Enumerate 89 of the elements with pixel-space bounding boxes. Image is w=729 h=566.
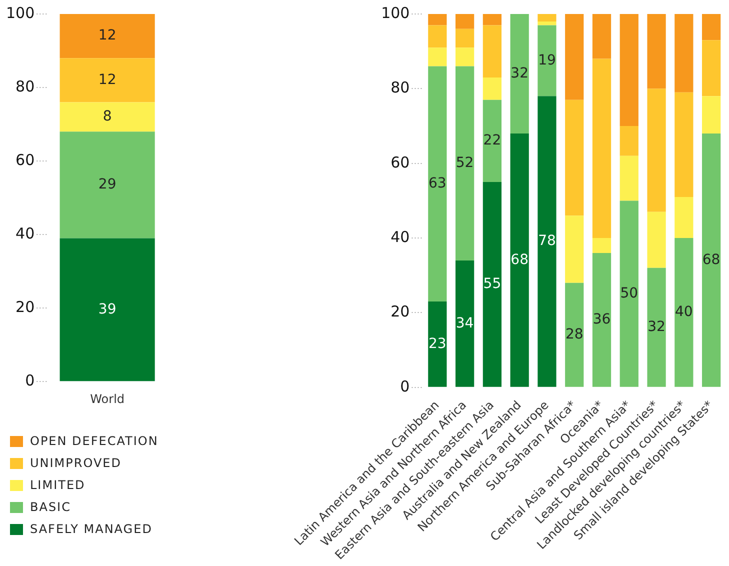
- bar: [647, 14, 666, 89]
- bar: [482, 182, 502, 387]
- bar: [565, 100, 584, 216]
- data-label: 55: [483, 276, 502, 292]
- bar: [702, 133, 721, 387]
- legend-label: SAFELY MANAGED: [30, 522, 152, 536]
- data-label: 12: [98, 72, 116, 88]
- data-label: 32: [648, 319, 666, 336]
- data-label: 52: [456, 155, 474, 172]
- bar: [60, 102, 155, 132]
- bar: [565, 14, 584, 100]
- bar: [592, 252, 612, 387]
- bar: [620, 200, 638, 387]
- y-tick-label: 0: [400, 377, 410, 396]
- y-tick-label: 60: [390, 153, 410, 172]
- bar: [702, 96, 721, 134]
- bar: [592, 58, 612, 238]
- bar: [455, 260, 474, 387]
- y-tick-label: 100: [381, 4, 410, 22]
- bar: [455, 28, 474, 48]
- bar: [702, 14, 721, 40]
- y-tick-label: 40: [16, 224, 35, 242]
- y-tick-label: 80: [16, 77, 35, 96]
- bar: [565, 216, 584, 283]
- bar: [455, 14, 474, 29]
- bar: [482, 14, 502, 26]
- data-label: 68: [510, 252, 528, 268]
- y-tick-label: 0: [25, 371, 35, 390]
- data-label: 39: [98, 301, 116, 318]
- data-label: 36: [592, 312, 611, 328]
- bar: [674, 238, 694, 387]
- bar: [428, 66, 447, 302]
- data-label: 28: [565, 326, 584, 343]
- bar: [674, 196, 694, 238]
- bar: [538, 21, 556, 26]
- y-tick-label: 60: [16, 150, 35, 169]
- legend-label: OPEN DEFECATION: [30, 434, 158, 448]
- data-label: 34: [456, 315, 474, 332]
- y-tick-label: 20: [390, 302, 410, 321]
- data-label: 8: [102, 108, 112, 125]
- data-label: 68: [702, 252, 720, 268]
- bar: [482, 100, 502, 182]
- data-label: 50: [620, 285, 638, 302]
- bar: [647, 268, 666, 387]
- bar: [538, 96, 556, 387]
- data-label: 12: [98, 28, 116, 44]
- bar: [510, 14, 529, 134]
- data-label: 19: [538, 52, 556, 68]
- data-label: 29: [98, 176, 116, 193]
- bar: [482, 77, 502, 100]
- bar: [60, 238, 155, 382]
- legend-label: UNIMPROVED: [30, 456, 122, 470]
- legend-label: BASIC: [30, 500, 71, 514]
- bar: [647, 212, 666, 268]
- bar: [428, 48, 447, 66]
- x-tick-label: World: [90, 392, 125, 406]
- bar: [455, 66, 474, 260]
- bar: [565, 282, 584, 387]
- bar: [592, 238, 612, 253]
- data-label: 63: [428, 176, 446, 192]
- bar: [620, 14, 638, 126]
- bar: [60, 58, 155, 102]
- y-tick-label: 20: [16, 298, 35, 316]
- bar: [592, 14, 612, 59]
- bar: [428, 302, 447, 387]
- bar: [674, 92, 694, 197]
- bar: [674, 14, 694, 92]
- data-label: 22: [483, 132, 502, 149]
- data-label: 23: [428, 336, 446, 352]
- bar: [60, 14, 155, 58]
- data-label: 32: [510, 65, 528, 82]
- bar: [428, 14, 447, 26]
- bar: [620, 156, 638, 201]
- bar: [510, 133, 529, 387]
- y-tick-label: 40: [390, 228, 410, 246]
- y-tick-label: 80: [390, 78, 410, 97]
- bar: [428, 25, 447, 48]
- bar: [60, 132, 155, 238]
- data-label: 78: [538, 233, 556, 250]
- bar: [620, 126, 638, 156]
- bar: [482, 25, 502, 78]
- bar: [538, 14, 556, 22]
- y-tick-label: 100: [6, 4, 35, 22]
- bar: [702, 40, 721, 96]
- bar: [455, 48, 474, 66]
- bar: [647, 88, 666, 212]
- bar: [538, 25, 556, 96]
- data-label: 40: [675, 304, 693, 320]
- legend-label: LIMITED: [30, 478, 86, 492]
